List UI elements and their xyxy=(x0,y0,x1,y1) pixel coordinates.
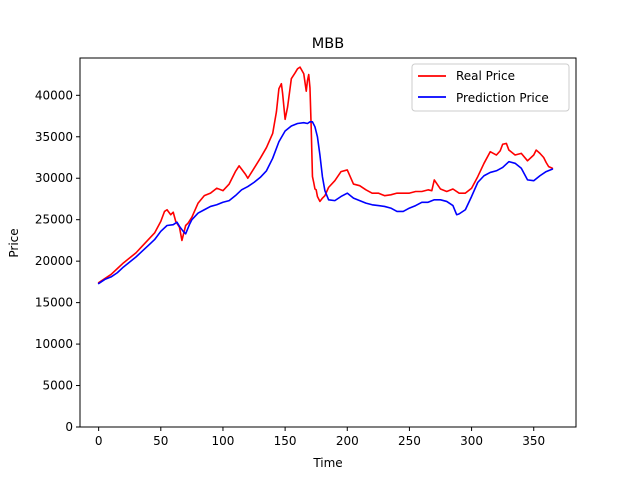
series-line-prediction-price xyxy=(97,121,554,285)
series-layer xyxy=(97,66,554,285)
chart-title: MBB xyxy=(312,36,344,52)
legend: Real Price Prediction Price xyxy=(411,63,570,112)
y-tick-label: 5000 xyxy=(42,379,73,393)
y-tick-label: 20000 xyxy=(35,254,73,268)
x-tick-label: 200 xyxy=(336,434,359,448)
legend-label-real: Real Price xyxy=(456,69,515,83)
y-tick-label: 10000 xyxy=(35,337,73,351)
y-tick-label: 25000 xyxy=(35,213,73,227)
x-axis-ticks: 0 50 100 150 200 250 300 350 xyxy=(95,427,545,448)
y-tick-label: 15000 xyxy=(35,296,73,310)
plot-area-frame xyxy=(79,57,577,428)
x-tick-label: 350 xyxy=(522,434,545,448)
x-tick-label: 100 xyxy=(212,434,235,448)
x-tick-label: 300 xyxy=(460,434,483,448)
y-tick-label: 30000 xyxy=(35,171,73,185)
y-axis-label: Price xyxy=(7,228,21,257)
series-line-real-price xyxy=(97,66,554,284)
y-tick-label: 40000 xyxy=(35,88,73,102)
x-tick-label: 0 xyxy=(95,434,103,448)
y-tick-label: 35000 xyxy=(35,130,73,144)
legend-label-prediction: Prediction Price xyxy=(456,91,549,105)
y-tick-label: 0 xyxy=(65,420,73,434)
x-axis-label: Time xyxy=(312,456,342,470)
x-tick-label: 250 xyxy=(398,434,421,448)
x-tick-label: 50 xyxy=(153,434,168,448)
x-tick-label: 150 xyxy=(274,434,297,448)
legend-box xyxy=(411,63,570,112)
y-axis-ticks: 0 5000 10000 15000 20000 25000 30000 35000 40000 xyxy=(35,88,80,434)
